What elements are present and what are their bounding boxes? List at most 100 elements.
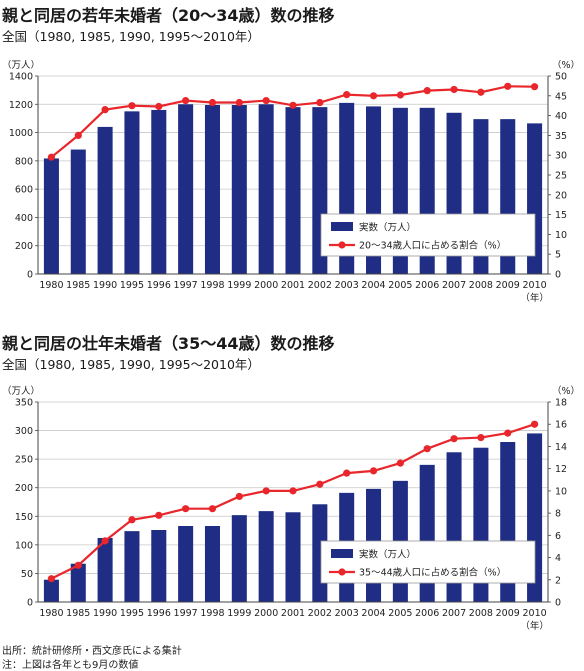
bar bbox=[204, 526, 220, 602]
legend-box bbox=[320, 213, 536, 257]
legend-swatch-point bbox=[338, 568, 346, 576]
ratio-point bbox=[423, 87, 431, 95]
y-tick-label: 350 bbox=[15, 398, 33, 409]
x-tick-label: 2007 bbox=[442, 608, 466, 619]
legend-swatch-point bbox=[338, 241, 346, 249]
x-tick-label: 2002 bbox=[308, 608, 332, 619]
ratio-point bbox=[208, 505, 217, 513]
y2-tick-label: 10 bbox=[555, 486, 567, 497]
y-tick-label: 200 bbox=[15, 241, 33, 252]
y2-tick-label: 30 bbox=[555, 151, 567, 162]
x-tick-label: 1996 bbox=[147, 608, 171, 619]
x-tick-label: 1985 bbox=[66, 280, 90, 291]
y2-axis-unit-label: （%） bbox=[552, 60, 580, 71]
ratio-point bbox=[155, 102, 163, 111]
legend-label-line: 20〜34歳人口に占める割合（%） bbox=[359, 240, 506, 252]
x-tick-label: 2009 bbox=[496, 280, 520, 291]
x-tick-label: 1980 bbox=[39, 608, 63, 619]
y2-axis-unit-label: （%） bbox=[552, 385, 580, 397]
ratio-point bbox=[289, 101, 297, 109]
y-tick-label: 300 bbox=[15, 426, 33, 437]
y2-tick-label: 0 bbox=[555, 270, 561, 281]
y2-tick-label: 8 bbox=[555, 509, 561, 520]
y2-tick-label: 0 bbox=[555, 598, 561, 609]
y2-tick-label: 45 bbox=[555, 91, 567, 102]
x-axis-unit-label: （年） bbox=[520, 620, 549, 632]
x-tick-label: 2006 bbox=[415, 608, 439, 619]
x-tick-label: 2003 bbox=[335, 608, 359, 619]
x-tick-label: 2002 bbox=[308, 280, 332, 291]
x-tick-label: 1995 bbox=[120, 280, 144, 291]
x-tick-label: 1995 bbox=[120, 608, 144, 619]
y-tick-label: 1200 bbox=[9, 100, 33, 111]
y-tick-label: 800 bbox=[15, 156, 33, 167]
chart-1-subtitle: 全国（1980, 1985, 1990, 1995〜2010年） bbox=[2, 29, 260, 44]
bar bbox=[285, 107, 301, 274]
y2-tick-label: 40 bbox=[555, 111, 567, 122]
ratio-point bbox=[128, 102, 136, 110]
bar bbox=[70, 149, 86, 274]
x-tick-label: 2010 bbox=[522, 608, 546, 619]
x-tick-label: 2001 bbox=[281, 280, 305, 291]
bar bbox=[151, 109, 167, 274]
y2-tick-label: 25 bbox=[555, 171, 567, 182]
x-tick-label: 2003 bbox=[335, 280, 359, 291]
ratio-point bbox=[235, 98, 243, 107]
ratio-point bbox=[316, 480, 324, 488]
y-tick-label: 100 bbox=[15, 540, 33, 551]
legend-box bbox=[320, 540, 536, 584]
y2-tick-label: 2 bbox=[555, 575, 561, 586]
ratio-point bbox=[262, 96, 270, 105]
bar bbox=[43, 579, 59, 602]
ratio-point bbox=[504, 82, 512, 90]
x-tick-label: 2001 bbox=[281, 608, 305, 619]
ratio-point bbox=[530, 83, 539, 91]
footnote: 注：上図は各年とも9月の数値 bbox=[2, 660, 139, 671]
bar bbox=[231, 104, 247, 274]
y-tick-label: 0 bbox=[27, 598, 33, 609]
y-tick-label: 1000 bbox=[9, 128, 33, 139]
chart-1-plot: 0 200 400 600 800 1000 1200 1400 0 5 10 15 20 25 30 35 4… bbox=[2, 60, 580, 304]
y2-tick-label: 35 bbox=[555, 131, 567, 142]
x-tick-label: 1999 bbox=[227, 280, 251, 291]
ratio-point bbox=[289, 487, 297, 495]
x-tick-label: 2005 bbox=[388, 608, 412, 619]
bar bbox=[204, 104, 220, 274]
ratio-point bbox=[396, 91, 404, 99]
ratio-point bbox=[450, 85, 458, 94]
y2-tick-label: 20 bbox=[555, 190, 567, 201]
bar bbox=[258, 511, 274, 602]
x-tick-label: 2000 bbox=[254, 608, 278, 619]
legend-label-line: 35〜44歳人口に占める割合（%） bbox=[359, 567, 506, 579]
ratio-point bbox=[47, 575, 56, 583]
ratio-point bbox=[530, 420, 539, 428]
ratio-point bbox=[101, 106, 109, 114]
ratio-point bbox=[182, 505, 190, 513]
ratio-point bbox=[182, 96, 190, 105]
x-tick-label: 1996 bbox=[147, 280, 171, 291]
chart-1-title: 親と同居の若年未婚者（20〜34歳）数の推移 bbox=[2, 6, 335, 25]
x-tick-label: 1990 bbox=[93, 608, 117, 619]
x-tick-label: 1998 bbox=[200, 280, 224, 291]
bar bbox=[97, 538, 113, 602]
y2-tick-label: 16 bbox=[555, 420, 567, 431]
ratio-point bbox=[343, 469, 351, 477]
x-tick-label: 2008 bbox=[469, 608, 493, 619]
x-axis-unit-label: （年） bbox=[520, 292, 549, 304]
ratio-point bbox=[208, 98, 217, 107]
ratio-point bbox=[128, 516, 136, 524]
bar bbox=[124, 111, 140, 274]
y2-tick-label: 12 bbox=[555, 464, 567, 475]
ratio-point bbox=[101, 537, 109, 545]
ratio-point bbox=[316, 98, 324, 107]
ratio-point bbox=[74, 131, 82, 139]
bar bbox=[285, 512, 301, 602]
ratio-point bbox=[504, 429, 512, 437]
legend-label-bar: 実数（万人） bbox=[359, 222, 416, 234]
y-tick-label: 400 bbox=[15, 213, 33, 224]
y2-tick-label: 6 bbox=[555, 531, 561, 542]
ratio-point bbox=[262, 487, 270, 495]
x-tick-label: 1985 bbox=[66, 608, 90, 619]
x-tick-label: 1980 bbox=[39, 280, 63, 291]
x-tick-label: 1999 bbox=[227, 608, 251, 619]
